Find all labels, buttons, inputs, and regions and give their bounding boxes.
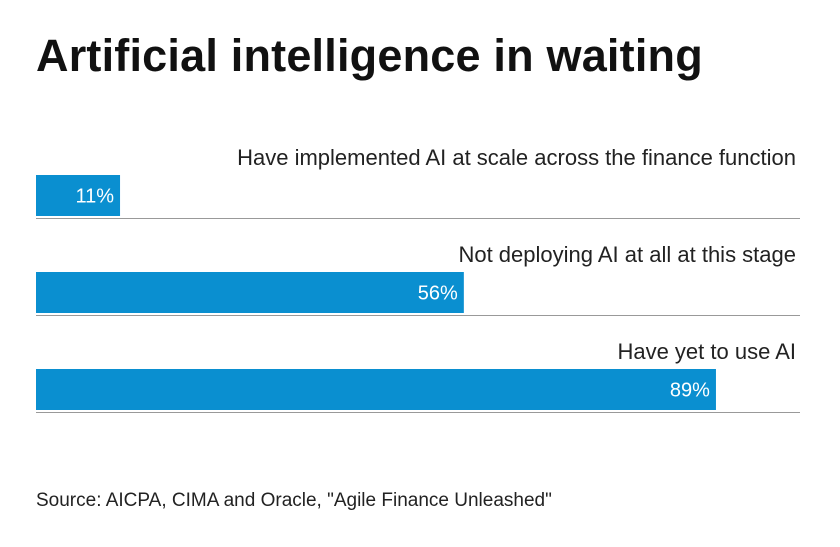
bar — [36, 369, 716, 410]
category-label: Have implemented AI at scale across the … — [237, 145, 796, 170]
category-label: Have yet to use AI — [617, 339, 796, 364]
bar — [36, 272, 464, 313]
category-label: Not deploying AI at all at this stage — [458, 242, 796, 267]
value-label: 56% — [418, 283, 458, 305]
bar — [36, 175, 121, 216]
value-label: 89% — [670, 380, 710, 402]
chart-title: Artificial intelligence in waiting — [36, 30, 703, 81]
source-note: Source: AICPA, CIMA and Oracle, "Agile F… — [36, 490, 552, 511]
value-label: 11% — [75, 186, 114, 208]
